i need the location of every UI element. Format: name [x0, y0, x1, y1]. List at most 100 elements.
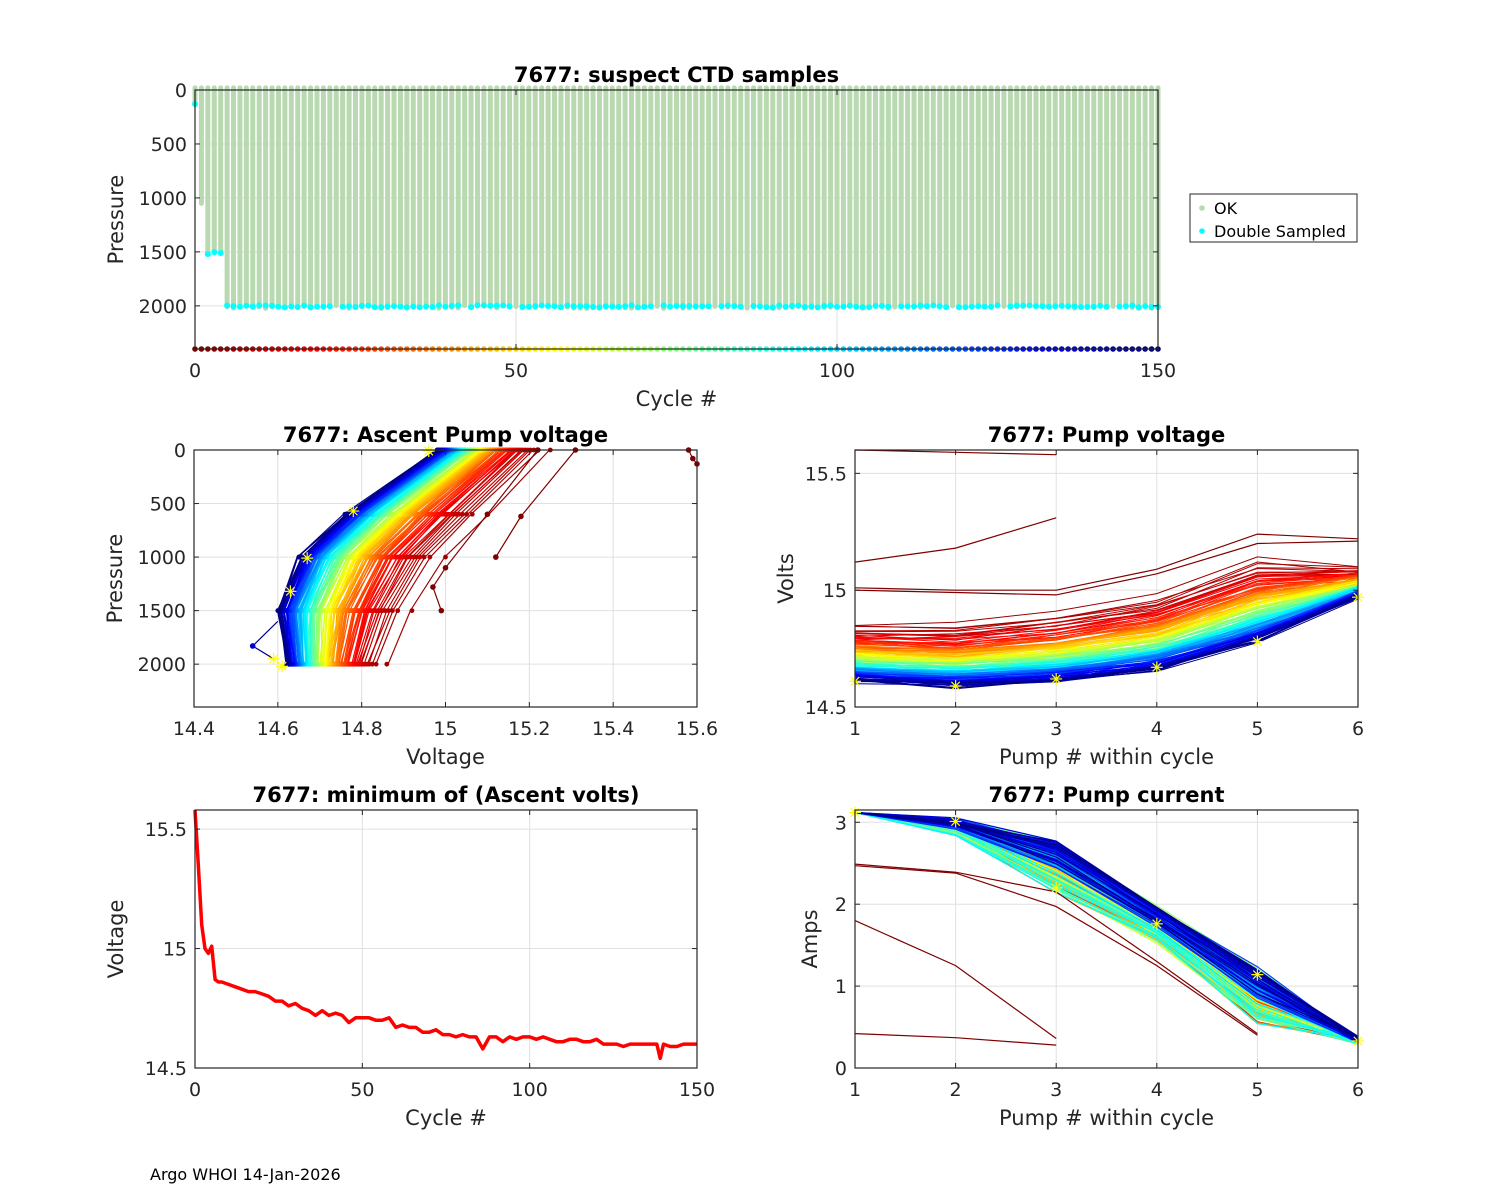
- x-axis-label: Pump # within cycle: [999, 745, 1214, 769]
- double-sampled-point: [801, 303, 808, 310]
- cycle-profile-point: [443, 554, 448, 560]
- y-tick-label: 2000: [139, 296, 187, 318]
- double-sampled-point: [878, 303, 885, 310]
- double-sampled-point: [455, 302, 462, 309]
- highlight-star-marker: [422, 445, 435, 458]
- x-tick-label: 5: [1251, 1079, 1263, 1101]
- double-sampled-point: [834, 303, 840, 310]
- double-sampled-point: [840, 303, 847, 310]
- outlier-cycle-point: [430, 584, 436, 590]
- double-sampled-point: [776, 302, 783, 309]
- plot-content: [849, 806, 1364, 1047]
- double-sampled-point: [994, 302, 1001, 309]
- chart-title: 7677: suspect CTD samples: [514, 63, 839, 87]
- cycle-current-line: [854, 811, 1359, 1042]
- highlight-star-marker: [284, 585, 297, 598]
- chart-title: 7677: Pump voltage: [988, 423, 1226, 447]
- cycle-voltage-line: [854, 567, 1359, 632]
- outlier-cycle-point: [493, 554, 499, 560]
- outlier-cycle-line: [854, 517, 1057, 563]
- double-sampled-point: [1084, 303, 1091, 310]
- double-sampled-point: [699, 303, 706, 310]
- double-sampled-point: [211, 249, 218, 256]
- x-tick-label: 0: [189, 1079, 201, 1101]
- double-sampled-point: [782, 303, 789, 310]
- double-sampled-point: [262, 302, 269, 309]
- x-tick-label: 15.6: [676, 718, 718, 740]
- cycle-profile-point: [296, 554, 302, 560]
- double-sampled-point: [1065, 303, 1072, 310]
- x-tick-label: 14.4: [173, 718, 215, 740]
- double-sampled-point: [500, 302, 507, 309]
- double-sampled-point: [429, 304, 436, 311]
- double-sampled-point: [1013, 302, 1020, 309]
- double-sampled-point: [442, 303, 449, 310]
- double-sampled-point: [660, 302, 667, 309]
- outlier-cycle-line: [854, 920, 1057, 1039]
- double-sampled-point: [647, 303, 654, 310]
- double-sampled-point: [936, 303, 943, 310]
- cycle-voltage-line: [854, 570, 1359, 641]
- x-tick-label: 4: [1151, 718, 1163, 740]
- cycle-voltage-line: [854, 563, 1359, 630]
- highlight-star-marker: [1050, 672, 1063, 685]
- double-sampled-point: [634, 304, 641, 311]
- x-axis-label: Cycle #: [405, 1106, 487, 1130]
- double-sampled-point: [1090, 303, 1097, 310]
- double-sampled-point: [641, 303, 648, 310]
- double-sampled-point: [557, 304, 564, 311]
- double-sampled-point: [384, 303, 391, 310]
- x-tick-label: 3: [1050, 718, 1062, 740]
- y-axis-label: Amps: [798, 909, 822, 968]
- cycle-current-line: [854, 811, 1359, 1038]
- x-tick-label: 14.6: [257, 718, 299, 740]
- cycle-profile-point: [421, 554, 427, 560]
- double-sampled-point: [474, 302, 481, 309]
- x-tick-label: 50: [504, 360, 528, 382]
- double-sampled-point: [827, 302, 834, 309]
- double-sampled-point: [930, 302, 937, 309]
- double-sampled-point: [326, 303, 333, 310]
- x-tick-label: 15.2: [508, 718, 550, 740]
- y-axis-label: Volts: [774, 553, 798, 604]
- double-sampled-point: [545, 302, 552, 309]
- double-sampled-point: [763, 304, 770, 311]
- highlight-star-marker: [1150, 661, 1163, 674]
- y-tick-label: 2000: [138, 654, 186, 676]
- cycle-current-line: [854, 811, 1359, 1043]
- pump-voltage-chart: 1 2 3 4 5 6 14.5 15 15.5 7677: Pump voltage Pump #…: [774, 423, 1364, 769]
- double-sampled-point: [859, 304, 866, 311]
- y-tick-label: 1: [835, 976, 847, 998]
- outlier-cycle-line: [854, 533, 1359, 591]
- x-tick-label: 150: [1140, 360, 1176, 382]
- cycle-voltage-line: [854, 586, 1359, 665]
- double-sampled-point: [846, 302, 853, 309]
- cycle-voltage-line: [854, 595, 1359, 685]
- double-sampled-point: [724, 302, 731, 309]
- cycle-profile-point: [427, 554, 433, 560]
- double-sampled-point: [615, 303, 622, 310]
- double-sampled-point: [955, 304, 962, 311]
- cycle-voltage-line: [854, 585, 1359, 666]
- outlier-cycle-point: [518, 513, 524, 520]
- double-sampled-point: [1039, 303, 1046, 310]
- double-sampled-point: [371, 304, 378, 311]
- double-sampled-point: [346, 303, 353, 310]
- double-sampled-point: [339, 303, 346, 310]
- double-sampled-point: [718, 303, 725, 310]
- cycle-voltage-line: [854, 592, 1359, 680]
- double-sampled-point: [622, 303, 629, 310]
- double-sampled-point: [391, 303, 398, 310]
- y-axis-label: Pressure: [103, 534, 127, 624]
- x-tick-label: 2: [950, 1079, 962, 1101]
- cycle-profile-point: [373, 661, 379, 667]
- double-sampled-point: [673, 302, 680, 309]
- y-tick-label: 1500: [138, 601, 186, 623]
- double-sampled-point: [737, 303, 744, 310]
- double-sampled-point: [808, 303, 815, 310]
- cycle-voltage-line: [854, 556, 1359, 626]
- x-tick-label: 15.4: [592, 718, 634, 740]
- double-sampled-point: [217, 249, 224, 256]
- double-sampled-point: [320, 303, 327, 310]
